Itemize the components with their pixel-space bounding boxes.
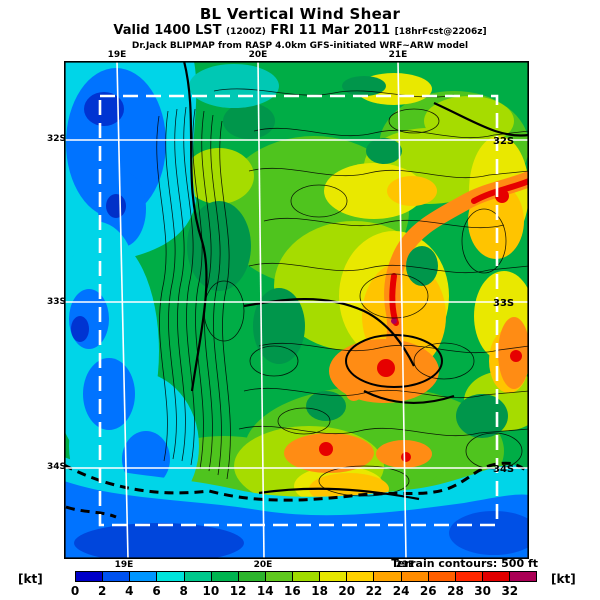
lon-label-bottom-20e: 20E bbox=[253, 560, 273, 570]
colorbar-tick: 14 bbox=[256, 584, 274, 598]
coastline bbox=[64, 461, 529, 519]
model-domain-dashed-box bbox=[98, 94, 499, 527]
latlon-grid-lines bbox=[64, 61, 529, 559]
lon-label-top-19e: 19E bbox=[107, 50, 127, 60]
forecast-cycle: [18hrFcst@2206z] bbox=[394, 27, 487, 37]
colorbar-segment bbox=[374, 572, 402, 581]
colorbar-segment bbox=[76, 572, 104, 581]
colorbar-segment bbox=[265, 572, 293, 581]
colorbar-tick: 32 bbox=[501, 584, 519, 598]
valid-zulu: (1200Z) bbox=[226, 27, 266, 37]
colorbar-tick: 10 bbox=[202, 584, 220, 598]
colorbar-segment bbox=[510, 572, 537, 581]
unit-label-right: [kt] bbox=[551, 572, 576, 586]
colorbar-segment bbox=[428, 572, 456, 581]
map-border bbox=[64, 61, 529, 559]
colorbar-tick: 16 bbox=[284, 584, 301, 598]
major-contour-lines bbox=[182, 61, 529, 501]
colorbar-segment bbox=[401, 572, 429, 581]
lat-label-right-33s: 33S bbox=[493, 298, 514, 309]
lon-label-bottom-19e: 19E bbox=[114, 560, 134, 570]
lat-label-left-34s: 34S bbox=[47, 462, 67, 472]
colorbar-tick: 20 bbox=[338, 584, 356, 598]
colorbar-segment bbox=[211, 572, 239, 581]
lat-label-right-34s: 34S bbox=[493, 464, 514, 475]
shear-fill-blobs bbox=[64, 61, 529, 559]
colorbar-tick: 8 bbox=[179, 584, 188, 598]
colorbar-segment bbox=[482, 572, 510, 581]
lon-label-bottom-21e: 21E bbox=[395, 560, 415, 570]
colorbar-tick: 22 bbox=[365, 584, 383, 598]
colorbar-tick: 26 bbox=[419, 584, 437, 598]
valid-date: FRI 11 Mar 2011 bbox=[265, 23, 395, 38]
colorbar-segment bbox=[157, 572, 185, 581]
lat-label-right-32s: 32S bbox=[493, 136, 514, 147]
terrain-contour-lines bbox=[156, 88, 529, 497]
colorbar-segment bbox=[293, 572, 321, 581]
colorbar-tick: 28 bbox=[447, 584, 464, 598]
colorbar-tick: 6 bbox=[152, 584, 161, 598]
colorbar-segment bbox=[238, 572, 266, 581]
lon-label-top-20e: 20E bbox=[248, 50, 268, 60]
colorbar-tick: 4 bbox=[125, 584, 134, 598]
shear-map: 32S 33S 34S bbox=[64, 61, 529, 559]
colorbar-tick: 12 bbox=[229, 584, 247, 598]
valid-time-line: Valid 1400 LST (1200Z) FRI 11 Mar 2011 [… bbox=[0, 23, 600, 38]
valid-time: Valid 1400 LST bbox=[113, 23, 227, 38]
colorbar-segment bbox=[130, 572, 158, 581]
page-title: BL Vertical Wind Shear bbox=[199, 5, 401, 23]
colorbar-segment bbox=[455, 572, 483, 581]
lon-label-top-21e: 21E bbox=[388, 50, 408, 60]
colorbar-segment bbox=[103, 572, 131, 581]
colorbar-tick: 24 bbox=[392, 584, 410, 598]
lat-label-left-32s: 32S bbox=[47, 134, 67, 144]
colorbar-segment bbox=[347, 572, 375, 581]
terrain-contour-note: Terrain contours: 500 ft bbox=[391, 557, 538, 570]
shear-colorbar bbox=[75, 571, 537, 582]
colorbar-tick: 2 bbox=[97, 584, 107, 598]
colorbar-segment bbox=[320, 572, 348, 581]
unit-label-left: [kt] bbox=[18, 572, 43, 586]
colorbar-tick: 30 bbox=[474, 584, 491, 598]
model-credit-line: Dr.Jack BLIPMAP from RASP 4.0km GFS-init… bbox=[131, 41, 469, 51]
colorbar-segment bbox=[184, 572, 212, 581]
colorbar-tick: 0 bbox=[70, 584, 80, 598]
lat-label-left-33s: 33S bbox=[47, 297, 67, 307]
lat-labels-right: 32S 33S 34S bbox=[493, 136, 514, 475]
colorbar-tick: 18 bbox=[311, 584, 328, 598]
